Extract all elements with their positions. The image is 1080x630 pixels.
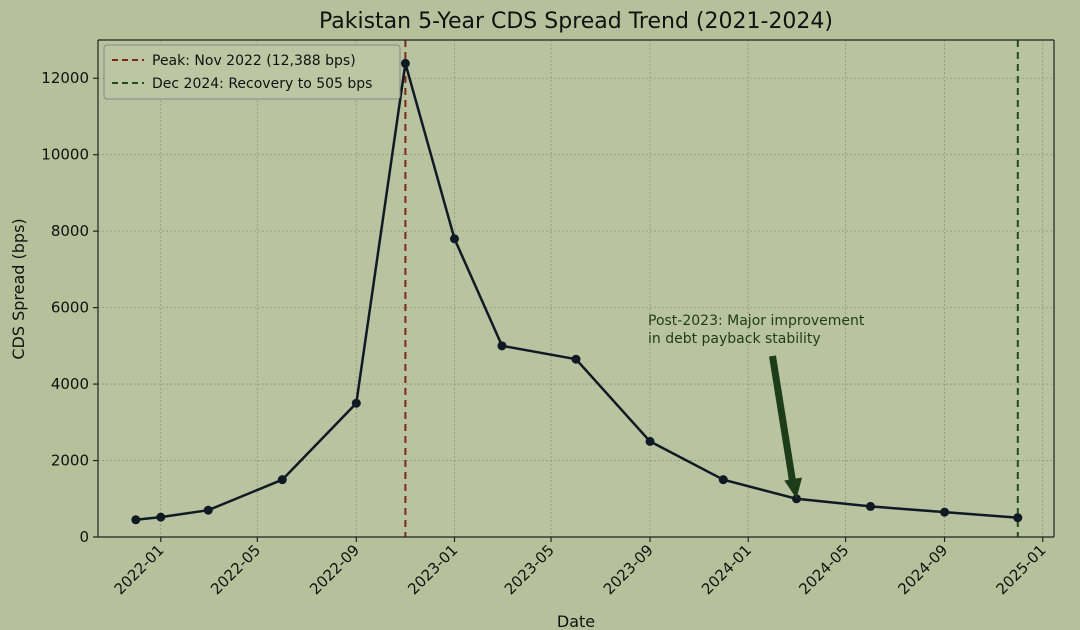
annotation-line-1: Post-2023: Major improvement: [648, 313, 865, 329]
data-point-4: [351, 398, 361, 408]
data-point-9: [645, 436, 655, 446]
reference-lines: [404, 40, 1019, 537]
y-axis-title: CDS Spread (bps): [9, 218, 28, 359]
annotation-arrow-head: [784, 477, 803, 499]
plot-area: [98, 40, 1054, 537]
y-tick-label-4: 8000: [51, 222, 89, 240]
data-point-2: [203, 505, 213, 515]
data-point-12: [866, 501, 876, 511]
data-point-1: [156, 512, 166, 522]
legend-label-peak: Peak: Nov 2022 (12,388 bps): [152, 53, 356, 69]
data-point-6: [449, 234, 459, 244]
x-axis-title: Date: [557, 612, 595, 630]
data-point-10: [718, 475, 728, 485]
y-tick-label-0: 0: [79, 528, 89, 546]
data-point-5: [400, 58, 410, 68]
y-tick-label-6: 12000: [41, 69, 89, 87]
annotation-line-2: in debt payback stability: [648, 331, 821, 347]
chart-title: Pakistan 5-Year CDS Spread Trend (2021-2…: [319, 9, 833, 34]
data-point-3: [277, 475, 287, 485]
legend: Peak: Nov 2022 (12,388 bps) Dec 2024: Re…: [103, 44, 401, 100]
legend-label-recovery: Dec 2024: Recovery to 505 bps: [152, 76, 372, 92]
legend-box: [103, 44, 401, 100]
data-point-14: [1013, 513, 1023, 523]
data-point-8: [571, 354, 581, 364]
annotation-arrow-shaft: [769, 355, 796, 482]
data-points: [131, 58, 1023, 525]
annotation: Post-2023: Major improvement in debt pay…: [648, 313, 865, 499]
y-tick-label-3: 6000: [51, 299, 89, 317]
data-point-0: [131, 515, 141, 525]
y-tick-label-2: 4000: [51, 375, 89, 393]
y-tick-label-5: 10000: [41, 146, 89, 164]
data-point-13: [940, 507, 950, 517]
y-ticks: 0 2000 4000 6000 8000 10000 12000: [41, 69, 98, 546]
y-tick-label-1: 2000: [51, 452, 89, 470]
data-point-7: [497, 341, 507, 351]
